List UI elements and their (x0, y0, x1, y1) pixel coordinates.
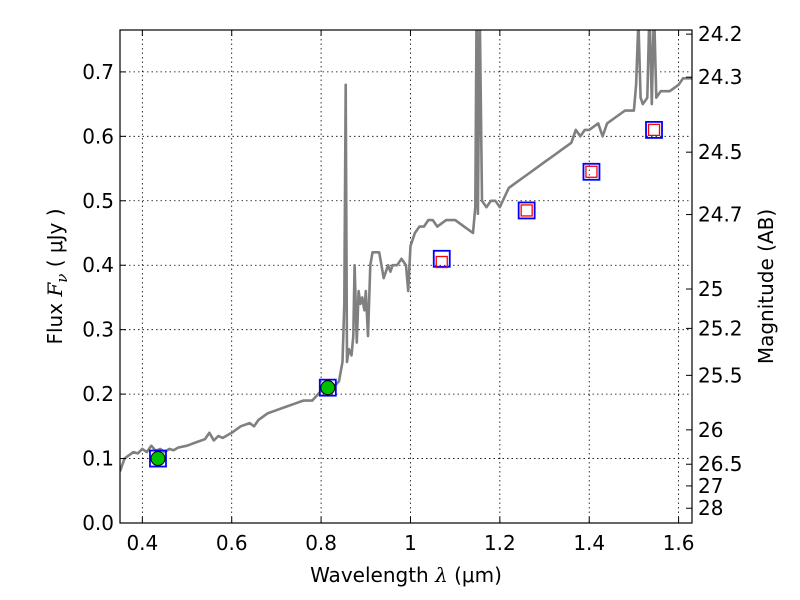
y-tick-label: 0.1 (82, 447, 114, 471)
grid (120, 30, 692, 524)
x-tick-label: 1 (404, 531, 417, 555)
y-tick-label: 0.3 (82, 318, 114, 342)
y-tick-label: 0.7 (82, 60, 114, 84)
measured-point-marker (320, 380, 336, 396)
y2-axis-label: Magnitude (AB) (754, 209, 778, 364)
axes-layer: 0.4 0.6 0.8 1 1.2 1.4 1.6 0.0 0.1 0.2 0.3 0.4 0.5 0.6… (82, 22, 742, 555)
y2-tick-label: 24.3 (698, 65, 743, 89)
y-tick-label: 0.2 (82, 382, 114, 406)
x-tick-label: 0.4 (126, 531, 158, 555)
y-axis-label: Flux Fν ( μJy ) (43, 208, 71, 344)
y2-tick-label: 25 (698, 277, 723, 301)
predicted-point-marker (585, 165, 598, 178)
x-tick-label: 0.8 (305, 531, 337, 555)
y2-tick-label: 24.5 (698, 140, 743, 164)
y-tick-label: 0.5 (82, 189, 114, 213)
y2-tick-label: 26.5 (698, 452, 743, 476)
y2-tick-label: 26 (698, 418, 723, 442)
predicted-point-marker (435, 255, 448, 269)
band-box-marker (149, 449, 167, 468)
measured-point-marker (150, 451, 166, 467)
y2-tick-label: 28 (698, 496, 723, 520)
spectrum-layer (120, 30, 692, 472)
band-box-marker (582, 162, 601, 181)
x-tick-label: 1.6 (663, 531, 695, 555)
y2-tick-label: 24.2 (698, 22, 743, 46)
y-tick-label: 0.4 (82, 253, 114, 277)
x-tick-label: 1.2 (484, 531, 516, 555)
band-box-marker (318, 378, 337, 397)
x-tick-label: 1.4 (573, 531, 605, 555)
predicted-point-marker (520, 204, 533, 217)
band-box-marker (645, 120, 663, 139)
y2-tick-label: 25.5 (698, 363, 743, 387)
spectrum-line (120, 30, 692, 472)
x-axis-label: Wavelength λ (μm) (310, 563, 502, 587)
y2-tick-label: 27 (698, 474, 723, 498)
band-box-marker (432, 249, 451, 268)
band-box-marker (517, 201, 536, 220)
x-tick-label: 0.6 (216, 531, 248, 555)
y2-tick-label: 24.7 (698, 203, 743, 227)
predicted-point-marker (647, 123, 661, 137)
y2-tick-label: 25.2 (698, 316, 743, 340)
axes-frame (119, 29, 693, 524)
y-tick-label: 0.6 (82, 124, 114, 148)
markers-layer (149, 120, 663, 468)
y-tick-label: 0.0 (82, 511, 114, 535)
